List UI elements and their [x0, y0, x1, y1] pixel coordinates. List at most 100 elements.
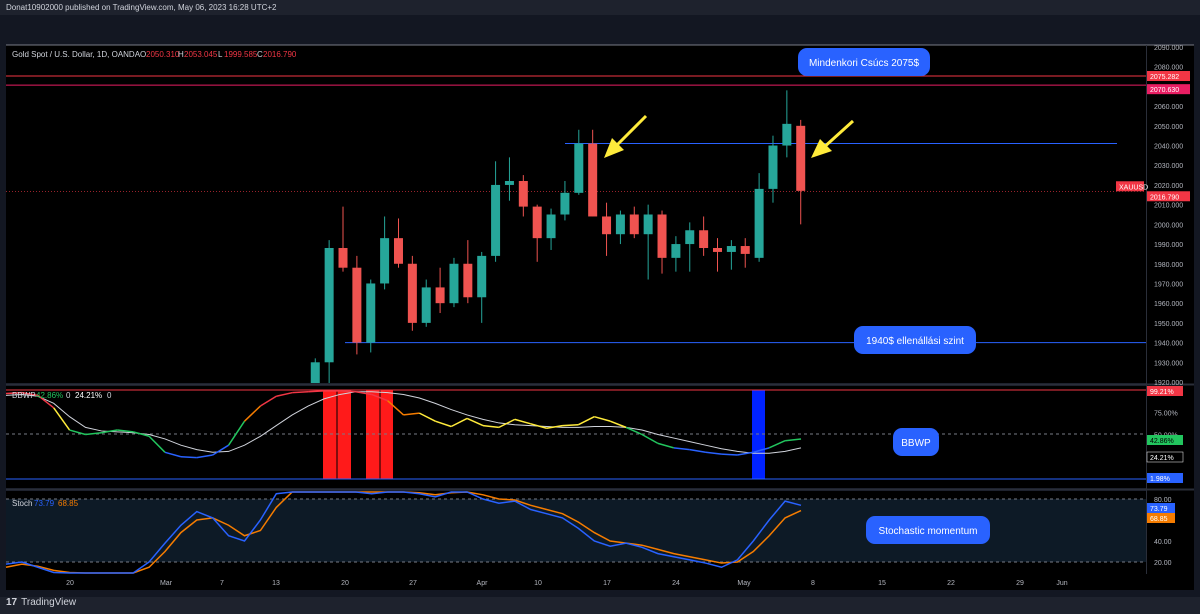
price-tick: 1950.000	[1154, 321, 1183, 328]
svg-text:2016.790: 2016.790	[263, 50, 297, 59]
bbwp-segment	[243, 405, 261, 422]
candle	[338, 206, 348, 272]
candle	[574, 129, 584, 195]
bbwp-segment	[5, 391, 22, 395]
candle	[546, 208, 556, 250]
bbwp-segment	[514, 418, 531, 425]
candle	[352, 255, 362, 355]
candle	[768, 135, 778, 203]
tradingview-logo[interactable]: 17 TradingView	[6, 597, 76, 608]
bbwp-segment	[657, 442, 675, 449]
svg-text:Mindenkori Csúcs 2075$: Mindenkori Csúcs 2075$	[809, 58, 919, 69]
bbwp-segment	[227, 420, 246, 446]
svg-text:73.79: 73.79	[34, 499, 55, 508]
annotation-bbwp[interactable]: BBWP	[893, 428, 939, 456]
bbwp-labels: 99.21% 42.86% 24.21% 1.98%	[1146, 386, 1184, 483]
svg-text:68.85: 68.85	[1150, 516, 1168, 523]
bbwp-segment	[419, 412, 436, 422]
time-tick: 20	[66, 580, 74, 587]
price-tick: 2010.000	[1154, 203, 1183, 210]
stoch-labels: 73.79 68.85	[1147, 503, 1175, 523]
svg-text:24.21%: 24.21%	[1150, 455, 1174, 462]
candle	[602, 202, 612, 256]
candle	[366, 279, 376, 353]
svg-text:1.98%: 1.98%	[1150, 476, 1170, 483]
time-tick: 15	[878, 580, 886, 587]
bbwp-segment	[578, 416, 595, 426]
bbwp-segment	[117, 429, 134, 433]
bbwp-segment	[212, 444, 229, 456]
bbwp-label: 1.98%	[1147, 473, 1183, 483]
bbwp-pane[interactable]	[6, 386, 1146, 488]
candle	[782, 90, 792, 158]
annotation-resistance[interactable]: 1940$ ellenállási szint	[854, 326, 976, 354]
bbwp-header: BBWP 42.86% 0 24.21% 0	[12, 391, 112, 400]
published-note: Donat10902000 published on TradingView.c…	[6, 3, 277, 12]
bbwp-segment	[276, 391, 293, 397]
bbwp-segment	[355, 391, 372, 396]
bbwp-segment	[148, 435, 166, 453]
svg-text:H: H	[178, 50, 184, 59]
bbwp-segment	[721, 453, 738, 456]
svg-text:BBWP: BBWP	[901, 438, 931, 449]
candle	[615, 210, 625, 245]
price-tick: 2030.000	[1154, 163, 1183, 170]
time-tick: 7	[220, 580, 224, 587]
bbwp-segment	[339, 390, 356, 393]
annotation-ath[interactable]: Mindenkori Csúcs 2075$	[798, 48, 930, 76]
bbwp-segment	[466, 417, 484, 427]
price-tick: 1940.000	[1154, 341, 1183, 348]
bbwp-segment	[450, 417, 468, 428]
bbwp-segment	[37, 394, 55, 409]
bbwp-label: 42.86%	[1147, 435, 1183, 445]
candle	[740, 238, 750, 268]
svg-text:0: 0	[66, 391, 71, 400]
svg-text:73.79: 73.79	[1150, 506, 1168, 513]
candle	[491, 161, 501, 262]
candle	[435, 267, 445, 314]
svg-text:L: L	[218, 50, 223, 59]
bbwp-label: 99.21%	[1147, 386, 1183, 396]
stoch-tick: 20.00	[1154, 560, 1172, 567]
price-tick: 2050.000	[1154, 124, 1183, 131]
svg-text:2070.630: 2070.630	[1150, 87, 1179, 94]
time-tick: 10	[534, 580, 542, 587]
price-axis[interactable]	[1146, 45, 1194, 574]
candle	[629, 206, 639, 239]
svg-text:99.21%: 99.21%	[1150, 389, 1174, 396]
price-tick: 2020.000	[1154, 183, 1183, 190]
svg-text:0: 0	[107, 391, 112, 400]
stoch-k-line	[5, 491, 802, 574]
bbwp-segment	[260, 395, 277, 407]
candle	[407, 255, 417, 331]
price-tick: 1970.000	[1154, 281, 1183, 288]
candle	[796, 119, 806, 225]
candle	[754, 173, 764, 262]
bbwp-segment	[768, 440, 786, 449]
price-label: 2075.282	[1147, 71, 1190, 82]
bbwp-segment	[641, 433, 659, 445]
bbwp-segment	[562, 423, 579, 427]
time-axis[interactable]	[6, 574, 1194, 590]
candle	[477, 251, 487, 323]
candle	[657, 210, 667, 274]
symbol-title[interactable]: Gold Spot / U.S. Dollar, 1D, OANDA	[12, 50, 141, 59]
yellow-arrow-icon	[811, 119, 855, 158]
candle	[504, 157, 514, 201]
time-axis-labels: 20 Mar 7 13 20 27 Apr 10 17 24 May 8 15 22 29 Jun	[66, 580, 1068, 587]
annotation-stoch[interactable]: Stochastic momentum	[866, 516, 990, 544]
time-tick: Apr	[477, 580, 489, 587]
bbwp-label: 24.21%	[1146, 451, 1184, 463]
time-tick: 24	[672, 580, 680, 587]
candle	[713, 238, 722, 272]
bbwp-segment	[705, 451, 722, 455]
time-tick: 20	[341, 580, 349, 587]
price-tick: 2040.000	[1154, 144, 1183, 151]
price-tick: 1980.000	[1154, 262, 1183, 269]
bbwp-segment	[164, 451, 182, 458]
candle	[726, 240, 736, 270]
time-tick: Jun	[1056, 580, 1067, 587]
svg-text:Stochastic momentum: Stochastic momentum	[879, 526, 978, 537]
